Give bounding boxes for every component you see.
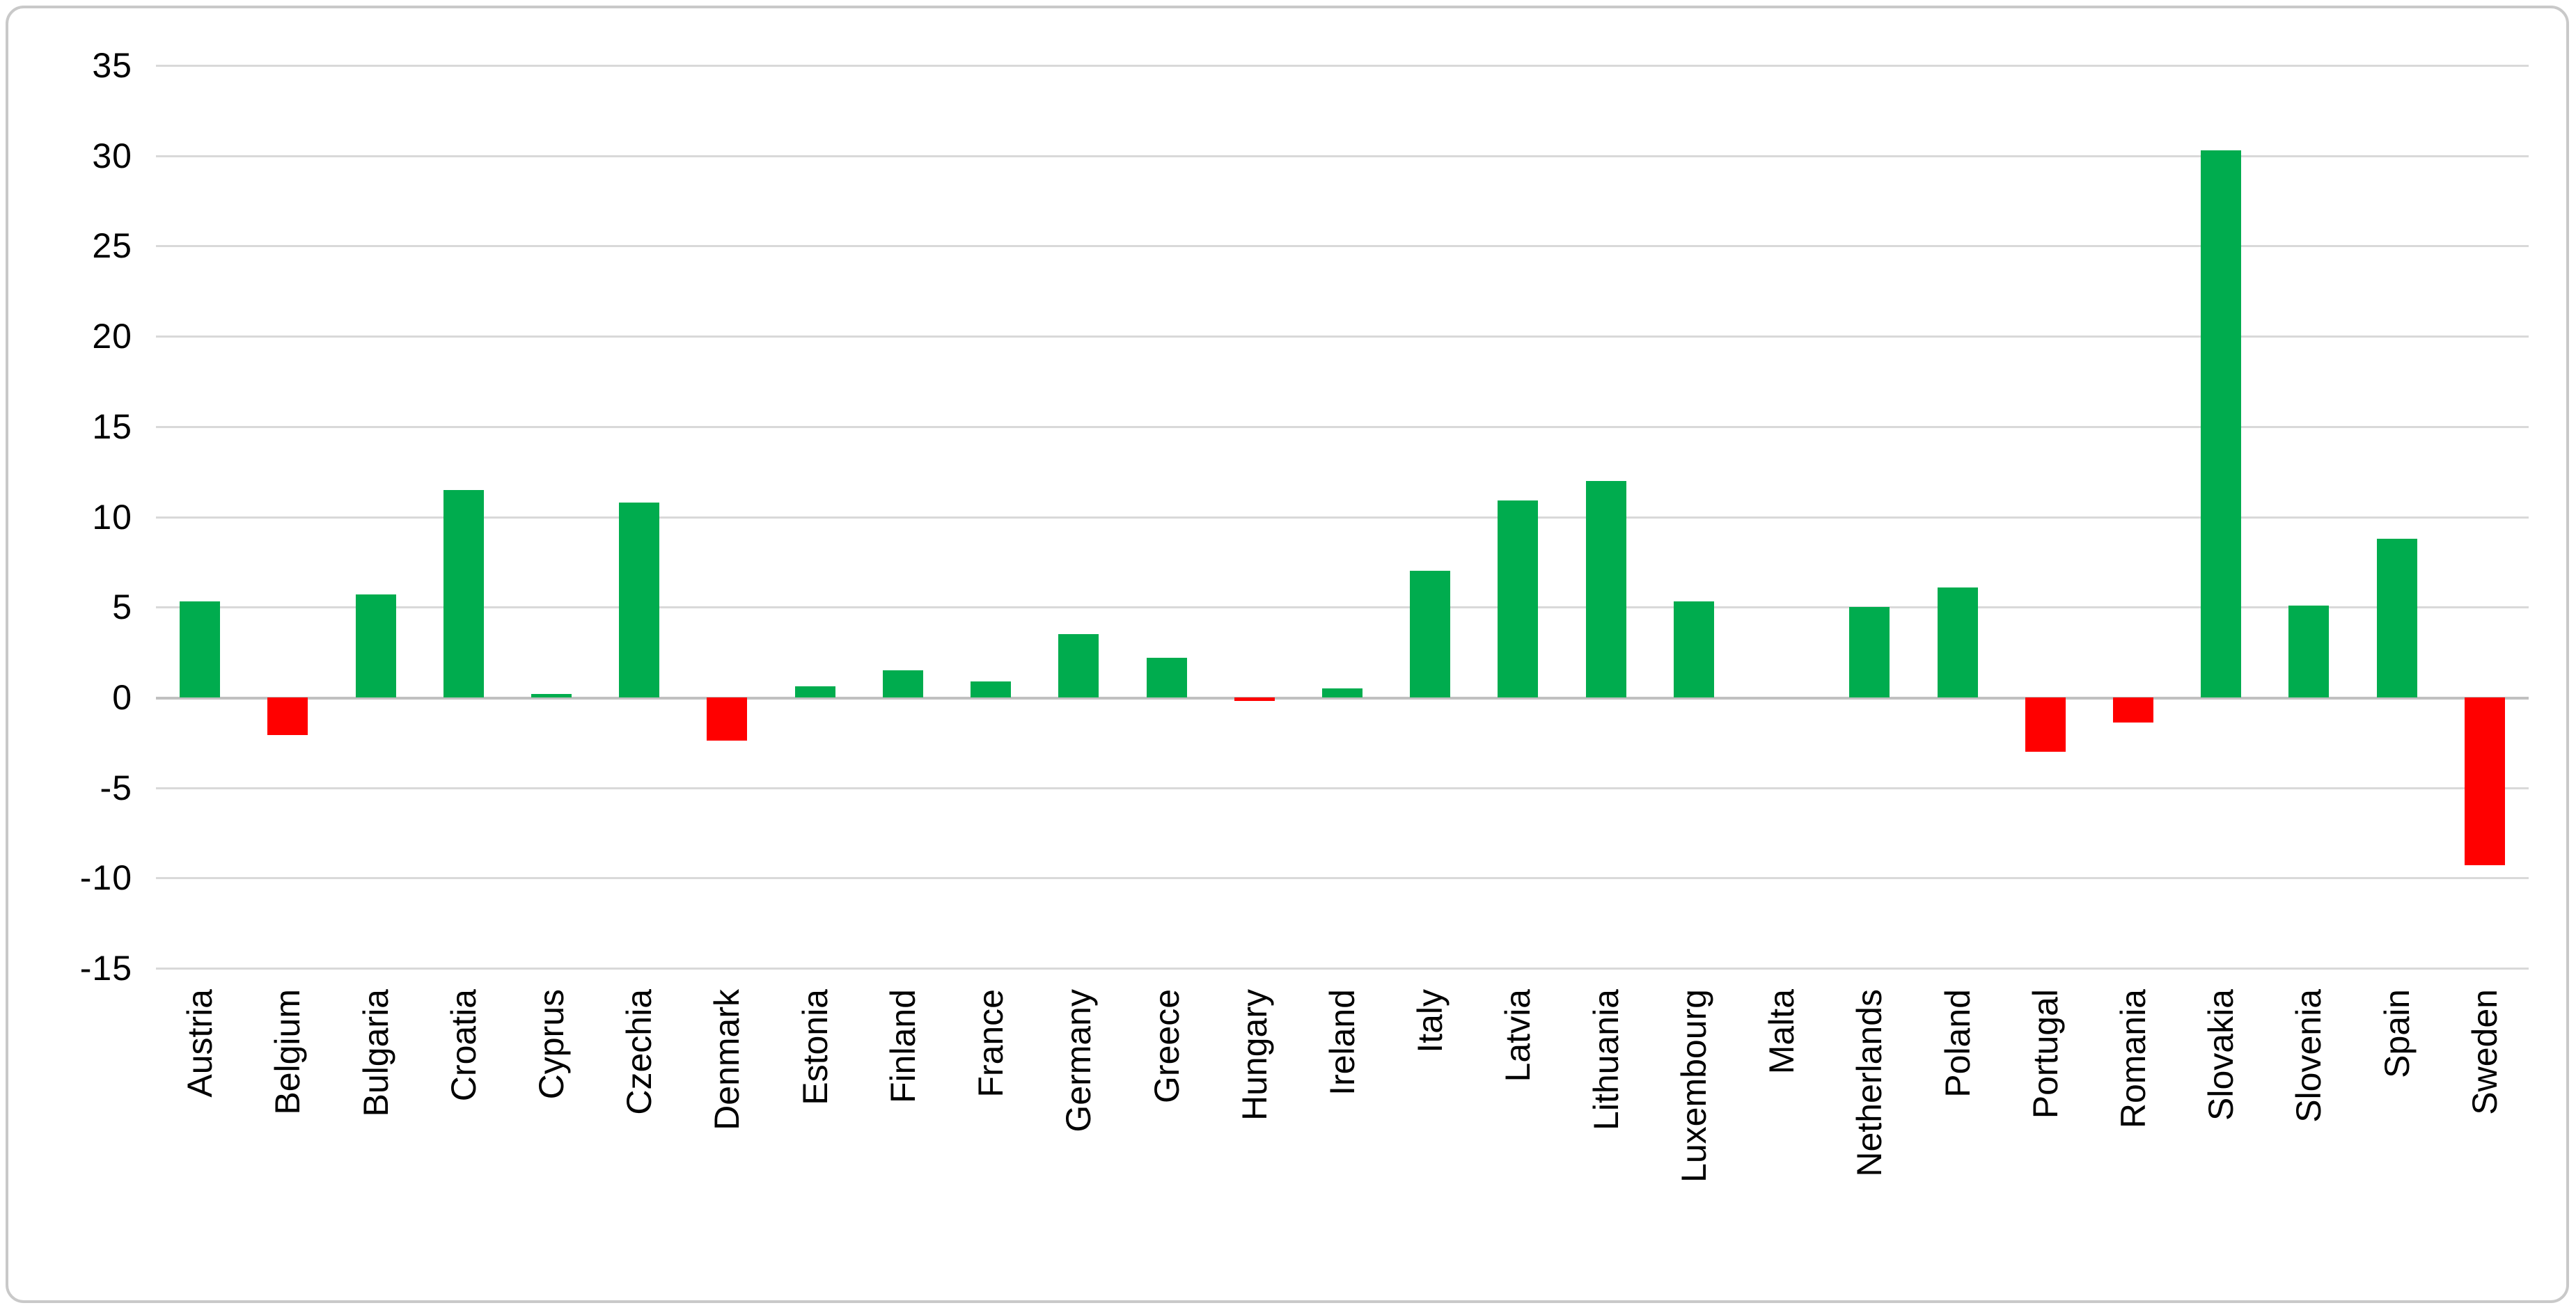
- plot-area: [156, 65, 2529, 970]
- y-axis-tick-label: 0: [112, 677, 132, 717]
- x-axis-category-label: Ireland: [1323, 989, 1362, 1096]
- x-axis-category-label: Portugal: [2025, 989, 2065, 1119]
- bar-belgium: [267, 697, 308, 736]
- x-axis-category-label: Romania: [2114, 989, 2153, 1129]
- bar-czechia: [619, 502, 660, 697]
- x-axis-category-label: Croatia: [443, 989, 483, 1102]
- x-axis-category-label: Italy: [1411, 989, 1450, 1053]
- x-axis-category-label: Belgium: [268, 989, 308, 1115]
- gridline-10: [156, 516, 2529, 519]
- x-axis-category-label: Estonia: [795, 989, 835, 1105]
- x-axis-category-label: Poland: [1938, 989, 1977, 1098]
- gridline-35: [156, 65, 2529, 67]
- x-axis-category-label: Czechia: [620, 989, 659, 1115]
- x-axis-category-label: Lithuania: [1586, 989, 1626, 1130]
- x-axis-category-label: Slovakia: [2201, 989, 2241, 1121]
- y-axis-tick-label: -15: [79, 949, 132, 988]
- x-axis-category-label: Slovenia: [2289, 989, 2329, 1123]
- y-axis-tick-label: 25: [92, 226, 132, 266]
- y-axis-tick-label: 20: [92, 317, 132, 356]
- x-axis-category-label: Bulgaria: [356, 989, 395, 1117]
- y-axis-tick-label: -5: [100, 768, 132, 807]
- x-axis-category-label: Denmark: [707, 989, 747, 1130]
- bar-bulgaria: [355, 594, 396, 697]
- x-axis-category-label: Malta: [1762, 989, 1802, 1075]
- bar-greece: [1146, 657, 1187, 697]
- x-axis-category-label: Greece: [1147, 989, 1186, 1103]
- gridline-25: [156, 245, 2529, 248]
- bar-austria: [180, 601, 221, 697]
- bar-luxembourg: [1673, 601, 1714, 697]
- x-axis-category-label: Luxembourg: [1674, 989, 1713, 1183]
- bar-portugal: [2025, 697, 2066, 752]
- gridline-30: [156, 155, 2529, 157]
- bar-lithuania: [1585, 480, 1626, 697]
- zero-gridline: [156, 696, 2529, 700]
- gridline-5: [156, 606, 2529, 609]
- bar-romania: [2113, 697, 2153, 723]
- bar-cyprus: [531, 693, 572, 697]
- gridline--10: [156, 877, 2529, 880]
- bar-latvia: [1498, 500, 1539, 697]
- y-axis-tick-label: 5: [112, 587, 132, 627]
- x-axis-category-label: Latvia: [1498, 989, 1538, 1082]
- bar-spain: [2376, 538, 2417, 697]
- y-axis-tick-label: 15: [92, 407, 132, 446]
- bar-denmark: [707, 697, 748, 741]
- y-axis-tick-label: -10: [79, 858, 132, 898]
- bar-estonia: [794, 686, 835, 697]
- chart-frame: 35 30 25 20 15 10 5 0 -5 -10 -15 Austria Belgium Bulg…: [6, 6, 2569, 1303]
- bar-sweden: [2464, 697, 2505, 866]
- y-axis-tick-label: 10: [92, 497, 132, 537]
- x-axis-category-label: Netherlands: [1850, 989, 1890, 1177]
- x-axis-category-label: Cyprus: [532, 989, 571, 1100]
- bar-slovenia: [2288, 605, 2330, 697]
- x-axis-category-label: Sweden: [2465, 989, 2504, 1115]
- bar-hungary: [1234, 697, 1275, 702]
- bar-ireland: [1322, 688, 1362, 697]
- bar-poland: [1937, 587, 1978, 697]
- x-axis-category-label: Finland: [883, 989, 922, 1103]
- x-axis-category-label: Austria: [180, 989, 220, 1098]
- gridline--5: [156, 787, 2529, 789]
- x-axis-category-label: France: [971, 989, 1011, 1098]
- bar-france: [971, 681, 1012, 697]
- bar-germany: [1058, 634, 1099, 697]
- x-axis-category-label: Germany: [1059, 989, 1099, 1133]
- y-axis-tick-label: 30: [92, 136, 132, 175]
- bar-croatia: [443, 489, 484, 697]
- bar-slovakia: [2201, 150, 2242, 697]
- y-axis-tick-label: 35: [92, 46, 132, 85]
- gridline-20: [156, 336, 2529, 338]
- gridline--15: [156, 968, 2529, 970]
- x-axis-category-label: Spain: [2377, 989, 2417, 1078]
- bar-italy: [1410, 571, 1451, 697]
- bar-netherlands: [1849, 607, 1890, 697]
- x-axis-category-label: Hungary: [1234, 989, 1274, 1121]
- bar-finland: [882, 670, 923, 697]
- gridline-15: [156, 425, 2529, 428]
